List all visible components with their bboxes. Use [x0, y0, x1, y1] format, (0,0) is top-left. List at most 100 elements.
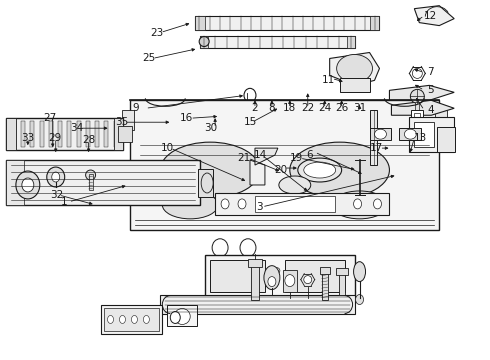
Ellipse shape — [160, 142, 260, 198]
Polygon shape — [330, 53, 379, 85]
Ellipse shape — [298, 158, 342, 182]
Ellipse shape — [16, 171, 40, 199]
Ellipse shape — [107, 315, 114, 323]
Ellipse shape — [268, 276, 276, 287]
Text: 2: 2 — [252, 103, 258, 113]
Ellipse shape — [131, 315, 137, 323]
Text: 3: 3 — [257, 202, 263, 212]
Ellipse shape — [410, 89, 424, 103]
Text: 20: 20 — [274, 165, 288, 175]
Ellipse shape — [221, 199, 229, 209]
Ellipse shape — [268, 271, 278, 280]
Text: 21: 21 — [237, 153, 250, 163]
Text: 23: 23 — [151, 28, 164, 37]
Ellipse shape — [47, 167, 65, 187]
Bar — [409, 117, 454, 152]
Text: 11: 11 — [322, 75, 335, 85]
Bar — [160, 294, 355, 315]
Bar — [416, 102, 419, 114]
Ellipse shape — [356, 294, 364, 305]
Bar — [114, 118, 123, 150]
Bar — [6, 118, 16, 150]
Text: 27: 27 — [43, 113, 56, 123]
Ellipse shape — [264, 266, 280, 289]
Bar — [12, 121, 16, 147]
Bar — [346, 36, 355, 48]
Bar — [195, 15, 205, 30]
Text: 10: 10 — [161, 143, 174, 153]
Bar — [369, 15, 379, 30]
Bar — [49, 121, 53, 147]
Bar — [322, 272, 328, 300]
Bar — [340, 78, 369, 92]
Ellipse shape — [285, 275, 295, 287]
Ellipse shape — [332, 191, 388, 219]
Ellipse shape — [274, 268, 280, 274]
Ellipse shape — [304, 276, 312, 284]
Polygon shape — [130, 100, 439, 230]
Ellipse shape — [201, 173, 213, 193]
Bar — [215, 193, 390, 215]
Bar — [167, 305, 197, 327]
Bar — [58, 121, 62, 147]
Bar — [336, 268, 347, 275]
Ellipse shape — [52, 172, 60, 182]
Text: 12: 12 — [424, 11, 437, 21]
Polygon shape — [415, 6, 454, 26]
Bar — [114, 121, 118, 147]
Ellipse shape — [326, 199, 334, 209]
Ellipse shape — [162, 191, 218, 219]
Bar — [369, 128, 392, 140]
Bar — [119, 126, 132, 142]
Text: 14: 14 — [253, 150, 267, 160]
Text: 5: 5 — [427, 85, 434, 95]
Bar — [198, 169, 213, 197]
Bar — [319, 267, 330, 274]
Text: 28: 28 — [82, 135, 95, 145]
Text: 17: 17 — [370, 143, 383, 153]
Text: 25: 25 — [143, 54, 156, 63]
Bar — [30, 121, 34, 147]
Bar — [200, 36, 355, 48]
Ellipse shape — [354, 262, 366, 282]
Ellipse shape — [174, 309, 190, 324]
Ellipse shape — [212, 239, 228, 257]
Bar — [283, 270, 297, 292]
Bar — [412, 110, 423, 126]
Ellipse shape — [337, 54, 372, 82]
Ellipse shape — [171, 311, 180, 323]
Bar — [200, 36, 208, 48]
Ellipse shape — [86, 170, 96, 180]
Bar — [369, 110, 377, 165]
Ellipse shape — [296, 199, 304, 209]
Bar — [86, 121, 90, 147]
Bar — [103, 307, 159, 332]
Bar — [415, 113, 420, 123]
Bar — [6, 118, 123, 150]
Ellipse shape — [144, 315, 149, 323]
Ellipse shape — [279, 176, 311, 194]
Ellipse shape — [304, 162, 336, 178]
Bar — [285, 260, 344, 292]
Bar — [40, 121, 44, 147]
Ellipse shape — [413, 68, 422, 78]
Text: 33: 33 — [21, 133, 34, 143]
Bar — [195, 15, 379, 30]
Bar — [205, 255, 355, 297]
Polygon shape — [390, 85, 454, 100]
Ellipse shape — [22, 178, 34, 192]
Text: 26: 26 — [335, 103, 348, 113]
Bar — [6, 160, 24, 205]
Ellipse shape — [120, 315, 125, 323]
Bar — [104, 121, 108, 147]
Text: 7: 7 — [427, 67, 434, 77]
Bar — [6, 160, 200, 205]
Bar — [95, 121, 99, 147]
Ellipse shape — [240, 239, 256, 257]
Text: 29: 29 — [48, 133, 61, 143]
Text: 24: 24 — [318, 103, 331, 113]
Ellipse shape — [373, 199, 382, 209]
Bar — [89, 174, 93, 190]
Text: 31: 31 — [353, 103, 366, 113]
Bar — [67, 121, 72, 147]
